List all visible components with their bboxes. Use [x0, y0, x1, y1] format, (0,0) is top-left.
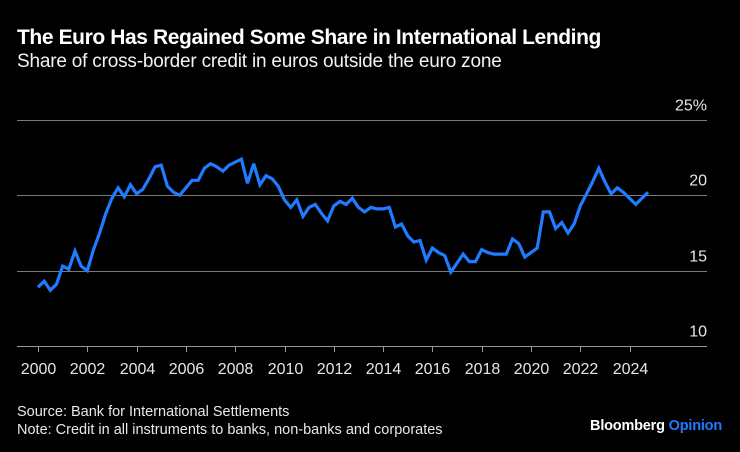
x-tick-label: 2018: [465, 361, 501, 378]
x-axis: 2000 2002 2004 2006 2008 2010 2012 2014 2016 2018…: [21, 346, 649, 378]
x-tick-label: 2016: [415, 361, 451, 378]
x-tick-label: 2022: [563, 361, 599, 378]
brand-primary: Bloomberg: [590, 418, 665, 434]
y-tick-label: 15: [689, 249, 707, 266]
x-tick-label: 2020: [514, 361, 550, 378]
x-tick-label: 2000: [21, 361, 57, 378]
chart-footer: Source: Bank for International Settlemen…: [17, 403, 443, 439]
brand-secondary: Opinion: [668, 418, 723, 434]
x-tick-label: 2010: [268, 361, 304, 378]
series-line-0: [36, 156, 650, 293]
x-tick-label: 2024: [613, 361, 649, 378]
y-tick-label: 25%: [675, 98, 707, 115]
y-axis: 10 15 20 25%: [675, 98, 707, 341]
x-tick-label: 2002: [70, 361, 106, 378]
chart-subtitle: Share of cross-border credit in euros ou…: [17, 51, 502, 72]
y-tick-label: 20: [689, 173, 707, 190]
y-tick-label: 10: [689, 324, 707, 341]
source-note: Source: Bank for International Settlemen…: [17, 404, 290, 420]
methodology-note: Note: Credit in all instruments to banks…: [17, 422, 443, 438]
x-tick-label: 2008: [218, 361, 254, 378]
gridlines: [17, 120, 707, 347]
brand-logo: Bloomberg Opinion: [590, 418, 722, 434]
x-tick-label: 2006: [169, 361, 205, 378]
x-tick-label: 2004: [120, 361, 156, 378]
chart-title: The Euro Has Regained Some Share in Inte…: [17, 26, 601, 49]
x-tick-label: 2014: [366, 361, 402, 378]
series-layer: [36, 156, 650, 293]
x-tick-label: 2012: [317, 361, 353, 378]
